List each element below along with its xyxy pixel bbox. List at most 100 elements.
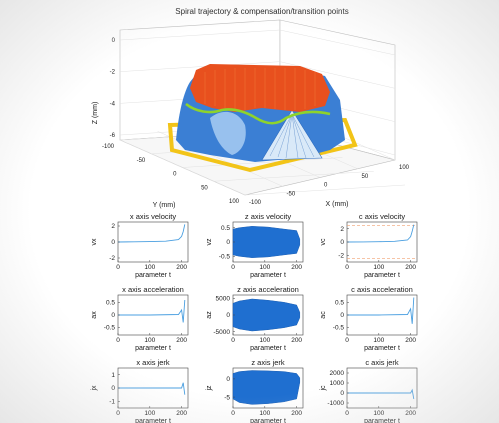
x-tick-label: 0 <box>345 337 349 344</box>
x-tick-label: 100 <box>144 410 155 417</box>
main-3d-plot: Z (mm) Y (mm) X (mm) 0 -2 -4 -6 -100 -50 0 50 1… <box>92 19 410 209</box>
y-axis-label: vc <box>320 238 327 246</box>
z-axis-label: Z (mm) <box>92 102 99 125</box>
x-axis-label: parameter t <box>250 418 286 423</box>
y-tick-label: -1000 <box>327 400 344 407</box>
subplot-frame <box>346 367 418 409</box>
x-axis-label: parameter t <box>364 418 400 423</box>
main-plot-title: Spiral trajectory & compensation/transit… <box>175 7 348 16</box>
x-tick-label: 200 <box>176 410 187 417</box>
x-axis-label: X (mm) <box>326 201 349 208</box>
z-tick-label: 0 <box>112 38 116 44</box>
y-tick-label: 0 <box>340 312 344 319</box>
x-tick-label: 200 <box>176 264 187 271</box>
x-tick-label: 50 <box>362 174 369 180</box>
y-tick-label: 0.5 <box>335 300 344 307</box>
y-tick-label: 0.5 <box>106 300 115 307</box>
x-tick-label: 200 <box>291 410 302 417</box>
x-tick-label: 0 <box>345 264 349 271</box>
subplot-title: c axis velocity <box>359 212 406 221</box>
x-axis-label: parameter t <box>250 345 286 352</box>
y-tick-label: -50 <box>137 158 146 164</box>
y-tick-label: 2 <box>111 223 115 230</box>
y-axis-label: vx <box>91 238 98 246</box>
y-tick-label: 1 <box>111 372 115 379</box>
y-tick-label: 0 <box>111 239 115 246</box>
x-tick-label: 0 <box>231 410 235 417</box>
x-tick-label: 100 <box>144 337 155 344</box>
y-axis-label: jc <box>320 385 327 392</box>
y-tick-label: 100 <box>229 199 240 205</box>
y-tick-label: 0 <box>173 172 177 178</box>
z-tick-label: -6 <box>110 133 116 139</box>
y-tick-label: -5000 <box>213 329 230 336</box>
y-tick-label: 0.5 <box>221 225 230 232</box>
z-tick-label: -2 <box>110 70 116 76</box>
x-axis-label: parameter t <box>250 272 286 279</box>
subplot-title: z axis jerk <box>251 358 285 367</box>
top-points-region <box>190 64 330 112</box>
x-tick-label: 100 <box>144 264 155 271</box>
x-tick-label: 200 <box>405 264 416 271</box>
y-tick-label: -1 <box>109 399 115 406</box>
y-tick-label: 0 <box>340 390 344 397</box>
x-tick-label: 100 <box>259 410 270 417</box>
y-axis-label: jx <box>91 385 98 392</box>
x-tick-label: 200 <box>405 410 416 417</box>
y-axis-label: ac <box>320 311 327 319</box>
y-tick-label: -0.5 <box>333 325 345 332</box>
x-tick-label: 200 <box>291 264 302 271</box>
y-tick-label: 0 <box>226 312 230 319</box>
subplot-title: c axis jerk <box>365 358 399 367</box>
x-tick-label: 200 <box>291 337 302 344</box>
z-tick-labels: 0 -2 -4 -6 <box>110 38 116 139</box>
x-tick-label: 100 <box>373 337 384 344</box>
x-tick-label: 0 <box>231 264 235 271</box>
x-axis-label: parameter t <box>364 345 400 352</box>
y-tick-label: -2 <box>109 255 115 262</box>
subplot-title: x axis acceleration <box>122 285 184 294</box>
y-axis-label: ax <box>91 311 98 319</box>
y-tick-label: 5000 <box>216 296 231 303</box>
x-tick-label: 0 <box>116 410 120 417</box>
y-axis-label: vz <box>206 238 213 246</box>
y-tick-label: -100 <box>102 144 115 150</box>
y-tick-label: 0 <box>226 376 230 383</box>
x-tick-label: 100 <box>399 165 410 171</box>
y-tick-label: 1000 <box>330 380 345 387</box>
subplot-title: c axis acceleration <box>351 285 413 294</box>
x-axis-label: parameter t <box>135 345 171 352</box>
x-axis-label: parameter t <box>135 418 171 423</box>
series-band <box>232 226 301 258</box>
y-tick-label: 0 <box>111 385 115 392</box>
x-axis-label: parameter t <box>364 272 400 279</box>
subplot-title: x axis velocity <box>130 212 177 221</box>
z-tick-label: -4 <box>110 101 116 107</box>
subplot-8: z axis jerk 0 100 200 0 -5 parameter t jz <box>206 358 304 423</box>
x-tick-label: 200 <box>176 337 187 344</box>
x-axis-label: parameter t <box>135 272 171 279</box>
y-tick-label: -2 <box>338 253 344 260</box>
y-tick-label: 0 <box>226 239 230 246</box>
x-tick-label: 0 <box>324 183 328 189</box>
series-band <box>232 370 301 405</box>
subplot-title: z axis velocity <box>245 212 292 221</box>
x-tick-label: 0 <box>345 410 349 417</box>
x-tick-label: 100 <box>259 264 270 271</box>
x-tick-label: -100 <box>249 200 262 206</box>
y-tick-label: 0 <box>340 239 344 246</box>
series-band <box>232 298 301 332</box>
y-tick-label: -0.5 <box>104 325 116 332</box>
x-tick-label: 0 <box>116 264 120 271</box>
y-tick-label: 50 <box>201 185 208 191</box>
subplot-title: z axis acceleration <box>237 285 299 294</box>
